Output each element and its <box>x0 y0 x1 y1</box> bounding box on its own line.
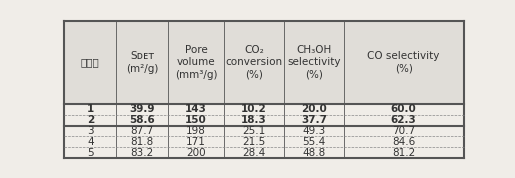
Text: 200: 200 <box>186 148 206 158</box>
Bar <box>64 125 464 137</box>
Text: 21.5: 21.5 <box>243 137 266 147</box>
Text: 49.3: 49.3 <box>302 126 325 136</box>
Text: 20.0: 20.0 <box>301 104 327 114</box>
Text: 4: 4 <box>87 137 94 147</box>
Text: 28.4: 28.4 <box>243 148 266 158</box>
Text: Pore
volume
(mm³/g): Pore volume (mm³/g) <box>175 45 217 80</box>
Bar <box>64 104 464 115</box>
Text: Sᴅᴇᴛ
(m²/g): Sᴅᴇᴛ (m²/g) <box>126 51 159 74</box>
Text: 37.7: 37.7 <box>301 115 327 125</box>
Text: 81.2: 81.2 <box>392 148 415 158</box>
Text: 58.6: 58.6 <box>129 115 155 125</box>
Text: 143: 143 <box>185 104 207 114</box>
Text: 171: 171 <box>186 137 206 147</box>
Text: 48.8: 48.8 <box>302 148 325 158</box>
Bar <box>64 137 464 147</box>
Text: 62.3: 62.3 <box>391 115 417 125</box>
Text: 150: 150 <box>185 115 207 125</box>
Text: 18.3: 18.3 <box>241 115 267 125</box>
Text: 83.2: 83.2 <box>131 148 154 158</box>
Text: 70.7: 70.7 <box>392 126 415 136</box>
Bar <box>64 115 464 125</box>
Text: 3: 3 <box>87 126 94 136</box>
Text: 87.7: 87.7 <box>131 126 154 136</box>
Text: 1: 1 <box>87 104 94 114</box>
Text: CO₂
conversion
(%): CO₂ conversion (%) <box>226 45 283 80</box>
Text: 198: 198 <box>186 126 206 136</box>
Bar <box>64 147 464 158</box>
Text: 84.6: 84.6 <box>392 137 415 147</box>
Text: 25.1: 25.1 <box>243 126 266 136</box>
Text: 55.4: 55.4 <box>302 137 325 147</box>
Text: 81.8: 81.8 <box>131 137 154 147</box>
Text: CO selectivity
(%): CO selectivity (%) <box>367 51 440 74</box>
Text: 5: 5 <box>87 148 94 158</box>
Bar <box>64 21 464 104</box>
Text: CH₃OH
selectivity
(%): CH₃OH selectivity (%) <box>287 45 340 80</box>
Text: 2: 2 <box>87 115 94 125</box>
Text: 60.0: 60.0 <box>391 104 417 114</box>
Text: 39.9: 39.9 <box>129 104 155 114</box>
Text: 实验例: 实验例 <box>81 57 100 67</box>
Text: 10.2: 10.2 <box>241 104 267 114</box>
